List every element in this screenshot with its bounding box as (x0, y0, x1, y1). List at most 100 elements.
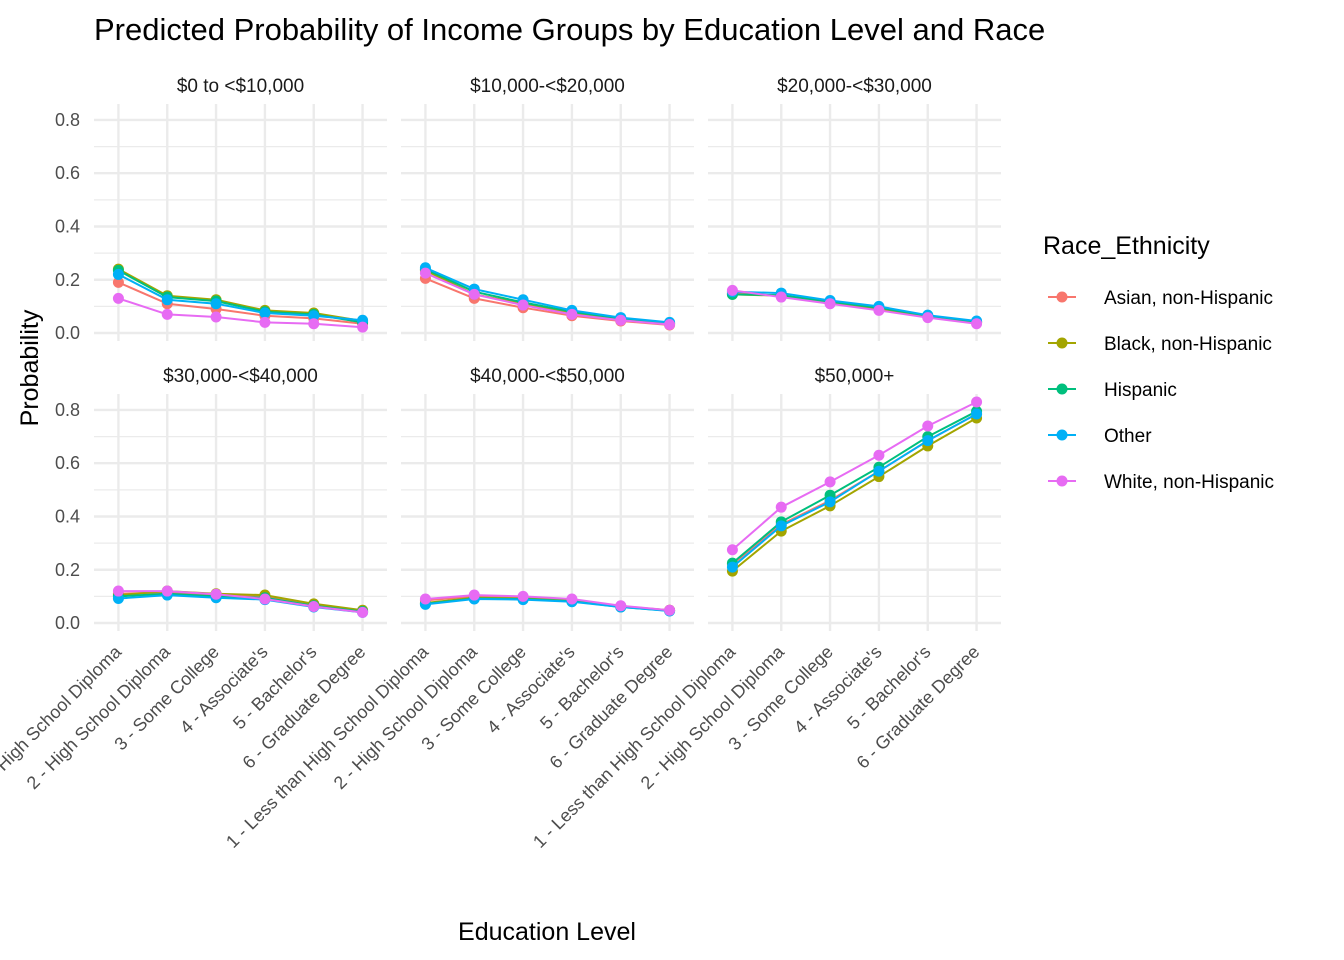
series-line (117, 273, 363, 322)
data-point (664, 604, 676, 616)
data-point (357, 321, 369, 333)
facet-title: $20,000-<$30,000 (777, 76, 932, 97)
legend-item: White, non-Hispanic (1048, 472, 1274, 493)
facet-panel: $50,000+1 - Less than High School Diplom… (529, 366, 1001, 852)
series-line (117, 268, 363, 322)
series-line (731, 410, 978, 564)
y-tick-label: 0.6 (55, 163, 80, 183)
legend: Race_Ethnicity Asian, non-Hispanic Black,… (1043, 232, 1274, 493)
series-line (732, 289, 977, 325)
data-point (971, 318, 983, 330)
data-point (922, 312, 934, 324)
legend-key-point (1056, 383, 1068, 395)
data-point (775, 291, 787, 303)
data-point (112, 268, 124, 280)
data-point (922, 420, 934, 432)
data-point (726, 561, 738, 573)
legend-item: Black, non-Hispanic (1048, 334, 1272, 355)
data-point (259, 593, 271, 605)
chart-title: Predicted Probability of Income Groups b… (94, 12, 1045, 47)
data-point (873, 449, 885, 461)
y-tick-label: 0.8 (55, 110, 80, 130)
data-point (468, 589, 480, 601)
data-point (775, 520, 787, 532)
legend-label: Other (1104, 426, 1152, 447)
data-point (210, 588, 222, 600)
data-point (726, 544, 738, 556)
data-point (824, 476, 836, 488)
series-line (731, 401, 978, 551)
data-point (873, 465, 885, 477)
y-tick-label: 0.8 (55, 400, 80, 420)
legend-label: White, non-Hispanic (1104, 472, 1274, 493)
data-point (726, 284, 738, 296)
series-line (425, 266, 670, 324)
series-line (425, 272, 670, 326)
facet-title: $40,000-<$50,000 (470, 366, 625, 387)
data-point (210, 311, 222, 323)
series-line (425, 594, 670, 612)
data-point (112, 585, 124, 597)
series-line (118, 594, 363, 614)
data-point (210, 298, 222, 310)
series-line (424, 268, 670, 325)
legend-key-point (1056, 429, 1068, 441)
legend-key-point (1056, 291, 1068, 303)
data-point (259, 316, 271, 328)
data-point (308, 310, 320, 322)
data-point (566, 593, 578, 605)
facet-panel: $10,000-<$20,000 (401, 76, 694, 341)
series-line (425, 598, 670, 612)
data-point (517, 299, 529, 311)
series-line (732, 293, 977, 323)
series-line (731, 413, 978, 568)
data-point (873, 304, 885, 316)
series-line (118, 281, 363, 325)
data-point (517, 590, 529, 602)
data-point (357, 606, 369, 618)
data-point (824, 496, 836, 508)
series-line (424, 269, 670, 325)
data-point (419, 593, 431, 605)
legend-item: Asian, non-Hispanic (1048, 288, 1273, 309)
data-point (112, 276, 124, 288)
facet-panel: $0 to <$10,000 0.0 0.2 0.4 0.6 0.8 (55, 76, 387, 343)
data-point (419, 267, 431, 279)
data-point (615, 314, 627, 326)
x-axis-title: Education Level (458, 918, 636, 946)
data-point (308, 318, 320, 330)
series-line (732, 290, 977, 322)
y-tick-label: 0.0 (55, 613, 80, 633)
data-point (971, 396, 983, 408)
data-point (566, 308, 578, 320)
legend-label: Black, non-Hispanic (1104, 334, 1272, 355)
facet-title: $0 to <$10,000 (177, 76, 304, 97)
data-point (922, 435, 934, 447)
facet-title: $10,000-<$20,000 (470, 76, 625, 97)
facet-title: $30,000-<$40,000 (163, 366, 318, 387)
y-tick-label: 0.2 (55, 560, 80, 580)
legend-item: Hispanic (1048, 380, 1177, 401)
y-tick-label: 0.4 (55, 216, 80, 236)
facet-panels: $0 to <$10,000 0.0 0.2 0.4 0.6 0.8 $10,000-<$2… (0, 76, 1001, 852)
y-axis-title: Probability (16, 309, 44, 426)
legend-key-point (1056, 475, 1068, 487)
series-line (118, 590, 363, 614)
y-tick-label: 0.2 (55, 270, 80, 290)
legend-key-point (1056, 337, 1068, 349)
data-point (615, 600, 627, 612)
data-point (468, 288, 480, 300)
data-point (308, 601, 320, 613)
data-point (161, 308, 173, 320)
data-point (161, 585, 173, 597)
series-line (731, 417, 978, 572)
data-point (775, 501, 787, 513)
data-point (824, 298, 836, 310)
facet-panel: $20,000-<$30,000 (708, 76, 1001, 341)
legend-item: Other (1048, 426, 1152, 447)
facet-title: $50,000+ (815, 366, 895, 387)
legend-label: Hispanic (1104, 380, 1177, 401)
legend-label: Asian, non-Hispanic (1104, 288, 1273, 309)
series-line (118, 297, 363, 329)
